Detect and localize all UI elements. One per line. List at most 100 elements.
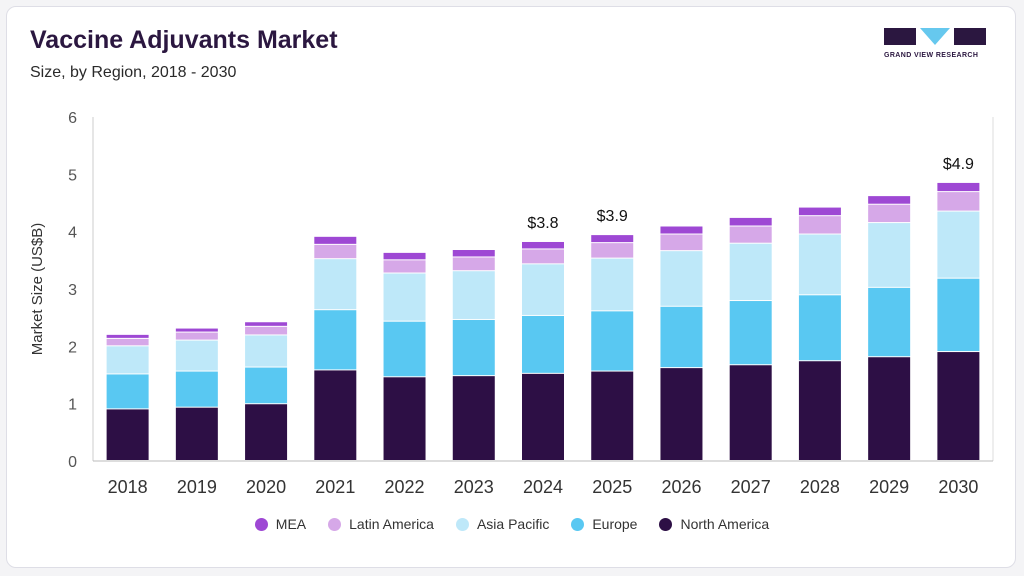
bar-segment-asia-pacific xyxy=(314,259,357,310)
bar-segment-north-america xyxy=(314,370,357,460)
logo-block-left xyxy=(884,28,916,45)
logo-triangle xyxy=(920,28,950,45)
bar-segment-asia-pacific xyxy=(383,273,426,321)
x-tick-label: 2028 xyxy=(800,477,840,497)
bar-segment-mea xyxy=(729,217,772,226)
bar-segment-latin-america xyxy=(452,257,495,271)
y-tick-label: 2 xyxy=(68,339,77,356)
chart-card xyxy=(6,6,1016,568)
legend-label: Europe xyxy=(592,516,638,532)
legend-item-north-america: North America xyxy=(659,516,769,532)
bar-segment-north-america xyxy=(175,407,218,460)
bar-segment-latin-america xyxy=(314,244,357,259)
bar-segment-mea xyxy=(175,328,218,332)
data-label-total: $3.9 xyxy=(597,208,628,225)
legend-item-asia-pacific: Asia Pacific xyxy=(455,516,550,532)
y-tick-label: 6 xyxy=(68,110,77,127)
bar-segment-asia-pacific xyxy=(522,264,564,315)
bar-segment-latin-america xyxy=(383,260,426,273)
bar-segment-europe xyxy=(729,301,772,365)
x-tick-label: 2030 xyxy=(938,477,978,497)
y-axis-ticks: 0 1 2 3 4 5 6 xyxy=(68,110,77,471)
legend-item-mea: MEA xyxy=(254,516,307,532)
bar-segment-europe xyxy=(383,321,426,377)
bar-segment-asia-pacific xyxy=(937,211,980,278)
bar-segment-europe xyxy=(452,319,495,376)
bar-segment-europe xyxy=(660,306,703,368)
bar-segment-europe xyxy=(314,310,357,370)
bar-segment-asia-pacific xyxy=(868,223,911,287)
bar-segment-latin-america xyxy=(798,216,841,234)
bar-segment-latin-america xyxy=(591,243,634,258)
bar-segment-north-america xyxy=(729,365,772,460)
bar-segment-asia-pacific xyxy=(729,243,772,301)
bar-segment-mea xyxy=(868,196,911,204)
data-labels: $3.8 $3.9 $4.9 xyxy=(527,156,974,232)
bar-segment-mea xyxy=(660,226,703,234)
x-tick-label: 2021 xyxy=(315,477,355,497)
x-tick-label: 2029 xyxy=(869,477,909,497)
x-tick-label: 2023 xyxy=(454,477,494,497)
bar-segment-latin-america xyxy=(660,234,703,251)
bar-segment-north-america xyxy=(591,371,634,460)
legend-label: Latin America xyxy=(349,516,434,532)
x-tick-label: 2025 xyxy=(592,477,632,497)
bar-segment-north-america xyxy=(383,377,426,460)
y-tick-label: 5 xyxy=(68,167,77,184)
legend-item-europe: Europe xyxy=(571,516,637,532)
bar-segment-mea xyxy=(522,241,564,249)
bar-segment-asia-pacific xyxy=(452,271,495,319)
data-label-total: $4.9 xyxy=(943,156,974,173)
legend-label: North America xyxy=(680,516,770,532)
bar-segment-mea xyxy=(245,322,288,326)
bar-segment-asia-pacific xyxy=(660,251,703,306)
x-tick-label: 2018 xyxy=(108,477,148,497)
x-tick-label: 2022 xyxy=(385,477,425,497)
legend-swatch xyxy=(254,517,268,531)
bar-segment-asia-pacific xyxy=(106,346,149,374)
bar-segment-north-america xyxy=(937,352,980,460)
y-tick-label: 1 xyxy=(68,397,77,414)
bar-segment-north-america xyxy=(868,357,911,460)
legend-label: MEA xyxy=(275,516,307,532)
legend-swatch xyxy=(571,517,585,531)
x-tick-label: 2026 xyxy=(661,477,701,497)
bar-segment-europe xyxy=(175,371,218,407)
logo-text: GRAND VIEW RESEARCH xyxy=(884,52,979,59)
bar-segment-mea xyxy=(937,182,980,192)
chart-legend: MEA Latin America Asia Pacific Europe North … xyxy=(0,516,1024,532)
bar-segment-north-america xyxy=(522,373,564,460)
bar-segment-latin-america xyxy=(937,192,980,211)
bar-segment-europe xyxy=(798,295,841,361)
bar-segment-north-america xyxy=(452,376,495,460)
bar-segment-europe xyxy=(245,367,288,404)
bar-segment-latin-america xyxy=(868,204,911,223)
chart-title: Vaccine Adjuvants Market xyxy=(30,26,338,54)
stacked-bar-chart: 0 1 2 3 4 5 6 2018 2019 2020 2021 2022 2023 2024 2025… xyxy=(29,110,994,497)
bar-segment-asia-pacific xyxy=(245,335,288,367)
bar-segment-europe xyxy=(106,374,149,409)
bar-segment-asia-pacific xyxy=(591,258,634,311)
legend-swatch xyxy=(328,517,342,531)
bar-segment-latin-america xyxy=(245,326,288,335)
legend-swatch xyxy=(659,517,673,531)
bar-segment-asia-pacific xyxy=(798,234,841,295)
bar-segment-north-america xyxy=(106,409,149,460)
bars-layer xyxy=(106,182,980,460)
y-tick-label: 0 xyxy=(68,454,77,471)
legend-item-latin-america: Latin America xyxy=(328,516,434,532)
bar-segment-europe xyxy=(591,311,634,371)
bar-segment-north-america xyxy=(245,404,288,460)
x-tick-label: 2019 xyxy=(177,477,217,497)
bar-segment-mea xyxy=(591,235,634,243)
chart-subtitle: Size, by Region, 2018 - 2030 xyxy=(30,64,237,81)
bar-segment-mea xyxy=(314,236,357,244)
bar-segment-mea xyxy=(452,250,495,257)
y-tick-label: 3 xyxy=(68,282,77,299)
legend-label: Asia Pacific xyxy=(476,516,550,532)
x-tick-label: 2020 xyxy=(246,477,286,497)
bar-segment-asia-pacific xyxy=(175,340,218,371)
grand-view-research-logo xyxy=(884,28,986,45)
bar-segment-europe xyxy=(522,315,564,373)
bar-segment-latin-america xyxy=(106,338,149,346)
